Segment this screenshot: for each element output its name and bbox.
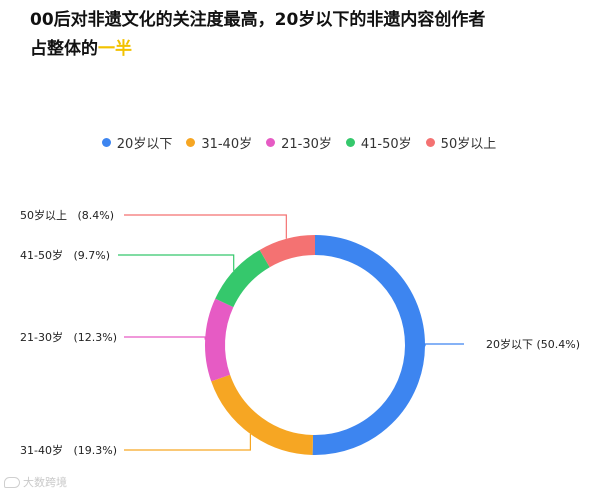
legend-label: 50岁以上 bbox=[440, 137, 497, 152]
legend-item[interactable]: 50岁以上 bbox=[425, 133, 497, 152]
data-label: 20岁以下 (50.4%) bbox=[486, 337, 580, 351]
data-label: 41-50岁 (9.7%) bbox=[20, 248, 110, 262]
leader-line bbox=[124, 214, 287, 239]
legend-item[interactable]: 31-40岁 bbox=[186, 133, 252, 152]
data-label: 21-30岁 (12.3%) bbox=[20, 330, 117, 344]
donut-slice[interactable] bbox=[211, 374, 314, 455]
donut-slice[interactable] bbox=[215, 249, 270, 308]
legend-swatch bbox=[186, 138, 196, 147]
chart-legend: 20岁以下 31-40岁 21-30岁 41-50岁 50岁以上 bbox=[0, 133, 598, 152]
leader-line bbox=[124, 434, 251, 451]
legend-swatch bbox=[266, 138, 276, 147]
watermark-text: 大数跨境 bbox=[23, 476, 67, 489]
leader-line bbox=[118, 254, 235, 271]
legend-item[interactable]: 21-30岁 bbox=[266, 133, 332, 152]
legend-label: 21-30岁 bbox=[281, 137, 332, 152]
legend-label: 31-40岁 bbox=[201, 137, 253, 152]
data-label: 50岁以上 (8.4%) bbox=[20, 208, 114, 222]
title-line-1: 00后对非遗文化的关注度最高，20岁以下的非遗内容创作者 bbox=[30, 10, 486, 30]
legend-item[interactable]: 20岁以下 bbox=[101, 133, 173, 152]
data-label: 31-40岁 (19.3%) bbox=[20, 443, 117, 457]
legend-swatch bbox=[345, 138, 355, 147]
legend-swatch bbox=[425, 138, 435, 147]
title-highlight: 一半 bbox=[98, 39, 132, 59]
legend-item[interactable]: 41-50岁 bbox=[345, 133, 412, 152]
donut-slice[interactable] bbox=[205, 298, 234, 382]
leader-line bbox=[424, 343, 464, 347]
donut-slice[interactable] bbox=[259, 235, 316, 268]
watermark: 大数跨境 bbox=[4, 474, 67, 490]
legend-label: 41-50岁 bbox=[360, 137, 412, 152]
donut-slice[interactable] bbox=[312, 235, 425, 455]
legend-swatch bbox=[101, 138, 111, 147]
chart-title: 00后对非遗文化的关注度最高，20岁以下的非遗内容创作者 占整体的一半 bbox=[30, 6, 590, 64]
title-line-2: 占整体的一半 bbox=[30, 35, 590, 64]
bubble-logo-icon bbox=[4, 476, 20, 488]
legend-label: 20岁以下 bbox=[116, 137, 173, 152]
title-prefix: 占整体的 bbox=[30, 39, 98, 59]
leader-line bbox=[124, 336, 206, 340]
